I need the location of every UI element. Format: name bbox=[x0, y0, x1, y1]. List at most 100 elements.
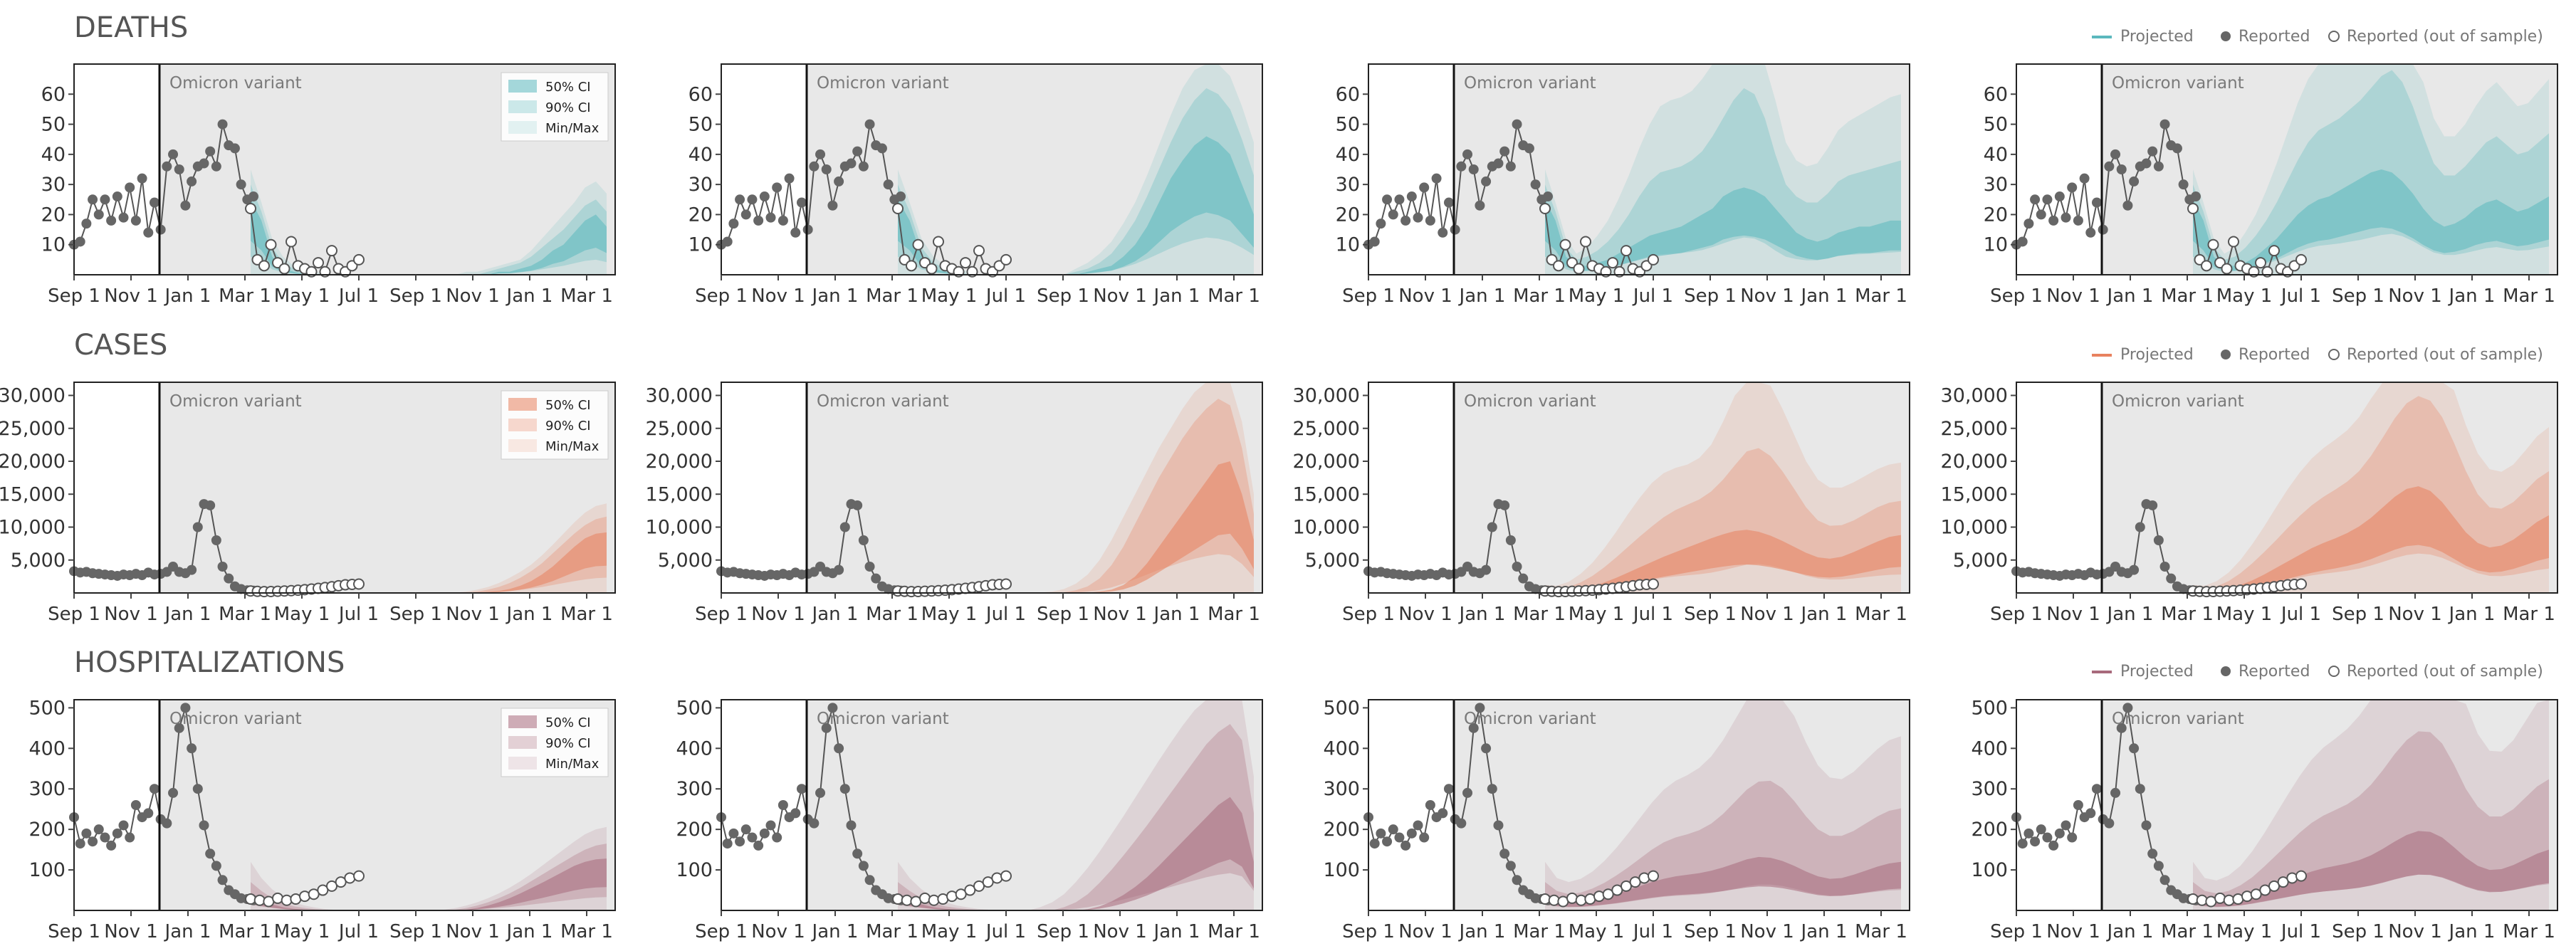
reported-out-point bbox=[973, 245, 985, 257]
y-tick-label: 10 bbox=[1984, 234, 2008, 256]
x-tick-label: Mar 1 bbox=[560, 604, 613, 625]
reported-point bbox=[864, 562, 875, 572]
x-tick-label: Nov 1 bbox=[751, 604, 805, 625]
reported-point bbox=[1505, 861, 1516, 871]
reported-out-point bbox=[2295, 578, 2307, 590]
band-legend-label: 50% CI bbox=[545, 398, 591, 413]
y-tick-label: 30,000 bbox=[1293, 385, 1360, 407]
legend-reported-marker bbox=[2221, 350, 2231, 359]
x-tick-label: Sep 1 bbox=[389, 921, 442, 942]
reported-point bbox=[2159, 562, 2170, 572]
reported-point bbox=[2023, 828, 2034, 839]
band-50ci bbox=[251, 858, 607, 910]
band-50ci bbox=[1545, 530, 1901, 593]
reported-point bbox=[2147, 146, 2158, 157]
reported-out-point bbox=[955, 888, 967, 900]
reported-point bbox=[846, 820, 857, 831]
y-tick-label: 10 bbox=[41, 234, 66, 256]
y-tick-label: 200 bbox=[1971, 819, 2008, 841]
projection-bands bbox=[1545, 700, 1901, 910]
reported-out-point bbox=[265, 238, 277, 251]
reported-point bbox=[1431, 173, 1442, 184]
y-tick-label: 400 bbox=[28, 737, 66, 760]
panel-frame bbox=[73, 699, 616, 911]
reported-point bbox=[2135, 784, 2145, 794]
x-tick-label: Nov 1 bbox=[1093, 285, 1147, 307]
projection-bands bbox=[251, 826, 607, 910]
reported-point bbox=[2098, 224, 2108, 235]
y-tick-label: 25,000 bbox=[1941, 418, 2008, 440]
x-tick-label: Jan 1 bbox=[2106, 604, 2154, 625]
reported-point bbox=[155, 224, 166, 235]
x-tick-label: Nov 1 bbox=[2388, 921, 2442, 942]
reported-point bbox=[1382, 194, 1393, 205]
band-legend-label: 90% CI bbox=[545, 100, 591, 115]
reported-point bbox=[174, 164, 184, 174]
band-legend-swatch bbox=[508, 439, 537, 452]
reported-point bbox=[2116, 164, 2127, 174]
y-tick-label: 40 bbox=[1984, 144, 2008, 166]
band-50ci bbox=[2193, 831, 2549, 907]
reported-point bbox=[2141, 820, 2152, 831]
x-tick-label: Nov 1 bbox=[2388, 285, 2442, 307]
reported-point bbox=[1456, 818, 1467, 829]
x-tick-label: May 1 bbox=[2216, 285, 2273, 307]
band-legend-label: 50% CI bbox=[545, 715, 591, 730]
legend-reported-out-label: Reported (out of sample) bbox=[2347, 663, 2543, 681]
projection-bands bbox=[898, 382, 1254, 593]
x-tick-label: Jan 1 bbox=[2448, 604, 2496, 625]
band-legend: 50% CI 90% CI Min/Max bbox=[501, 390, 609, 460]
reported-out-point bbox=[1638, 872, 1650, 884]
reported-point bbox=[211, 535, 221, 545]
reported-point bbox=[827, 703, 838, 713]
panel-frame bbox=[2016, 699, 2558, 911]
band-minmax bbox=[898, 700, 1254, 910]
x-tick-label: Sep 1 bbox=[2332, 604, 2384, 625]
y-tick-label: 30 bbox=[41, 174, 66, 196]
reported-point bbox=[2178, 179, 2189, 190]
band-legend-label: 50% CI bbox=[545, 80, 591, 95]
reported-point bbox=[765, 820, 776, 831]
x-tick-label: Jul 1 bbox=[337, 921, 379, 942]
reported-point bbox=[192, 522, 203, 532]
reported-point bbox=[130, 800, 141, 810]
x-tick-label: Nov 1 bbox=[1740, 921, 1794, 942]
omicron-label: Omicron variant bbox=[169, 74, 302, 93]
reported-out-point bbox=[2268, 245, 2280, 257]
reported-out-point bbox=[1621, 880, 1632, 892]
band-50ci bbox=[898, 797, 1254, 910]
reported-point bbox=[839, 522, 850, 532]
reported-point bbox=[815, 787, 826, 798]
reported-point bbox=[1425, 800, 1435, 810]
panel-background bbox=[1454, 700, 1910, 910]
reported-point bbox=[187, 743, 197, 754]
x-tick-label: Sep 1 bbox=[1342, 921, 1395, 942]
x-tick-label: Jan 1 bbox=[1153, 604, 1200, 625]
projection-bands bbox=[898, 700, 1254, 910]
band-50ci bbox=[2193, 169, 2549, 271]
reported-point bbox=[174, 723, 184, 733]
x-tick-label: Jul 1 bbox=[1632, 604, 1673, 625]
reported-point bbox=[2147, 848, 2158, 859]
reported-point bbox=[2054, 191, 2065, 202]
y-tick-label: 400 bbox=[676, 737, 713, 760]
x-tick-label: Mar 1 bbox=[1208, 285, 1260, 307]
x-tick-label: Jan 1 bbox=[1800, 285, 1848, 307]
y-tick-label: 500 bbox=[676, 697, 713, 719]
reported-point bbox=[834, 176, 844, 186]
projection-bands bbox=[898, 64, 1254, 275]
y-tick-label: 5,000 bbox=[1305, 550, 1360, 572]
y-tick-label: 10 bbox=[1336, 234, 1360, 256]
reported-point bbox=[211, 861, 221, 871]
reported-out-point bbox=[2214, 892, 2226, 904]
reported-point bbox=[2153, 161, 2164, 172]
projection-bands bbox=[2193, 64, 2549, 275]
reported-point bbox=[1499, 500, 1510, 510]
reported-point bbox=[106, 840, 117, 851]
reported-point bbox=[1493, 820, 1504, 831]
panel-frame bbox=[721, 382, 1263, 594]
reported-out-point bbox=[1566, 892, 1578, 904]
legend-reported-label: Reported bbox=[2239, 346, 2310, 364]
